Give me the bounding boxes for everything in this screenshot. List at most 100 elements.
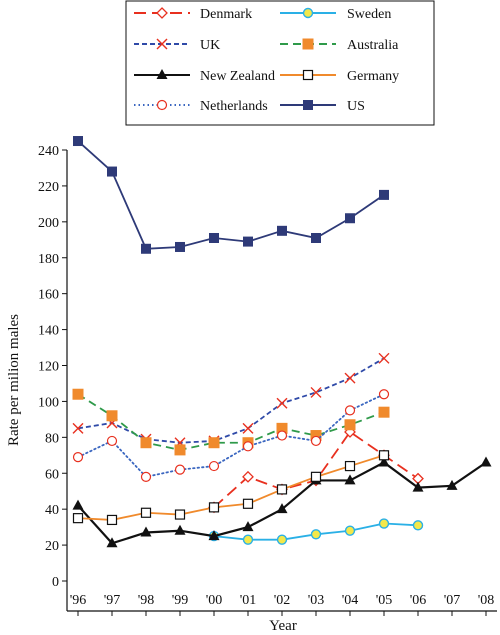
point-us-8 [345,213,355,224]
legend-marker-uk [156,38,168,50]
point-netherlands-2 [140,471,152,482]
x-tick-label-7: '03 [308,593,325,608]
point-uk-6-stroke-b [276,397,288,409]
legend-marker-sweden [302,7,314,19]
x-tick-label-2: '98 [138,593,155,608]
legend-label-new-zealand: New Zealand [200,69,275,84]
series-line-us [77,140,385,250]
point-netherlands-0 [72,451,84,463]
point-new-zealand-1 [106,537,118,548]
legend-label-uk: UK [200,38,220,53]
point-netherlands-9 [378,389,390,400]
legend-marker-netherlands [156,99,168,111]
legend-label-us: US [347,99,365,114]
point-new-zealand-0 [72,499,84,510]
legend: Denmark Sweden UK Australia New Zealand Germa… [125,0,435,126]
y-tick-label-20: 20 [45,539,59,554]
legend-marker-germany [302,69,314,81]
point-germany-9 [378,450,390,461]
point-uk-6 [276,397,288,409]
legend-marker-uk-stroke-b [156,38,168,50]
legend-item-netherlands: Netherlands [134,99,268,114]
series-line-new-zealand [77,461,487,545]
point-australia-0 [72,388,84,400]
point-us-6 [277,225,287,236]
point-uk-9-stroke-b [378,352,390,364]
legend-label-denmark: Denmark [200,7,252,22]
point-australia-4 [208,437,220,449]
point-uk-7-stroke-b [310,386,322,398]
point-australia-2 [140,437,152,449]
point-australia-8 [344,419,356,431]
point-uk-8 [344,372,356,384]
y-tick-label-220: 220 [38,180,59,195]
point-us-4 [209,232,219,243]
point-new-zealand-2 [140,526,152,537]
y-tick-label-180: 180 [38,252,59,267]
point-germany-2 [140,507,152,518]
x-tick-label-3: '99 [172,593,189,608]
point-us-3 [175,241,185,252]
series-germany [72,450,390,526]
point-australia-3 [174,444,186,456]
point-new-zealand-12 [480,456,492,467]
series-layer [72,136,492,548]
series-netherlands [72,389,390,482]
x-tick-label-4: '00 [206,593,223,608]
series-australia [72,388,390,456]
legend-item-germany: Germany [280,69,399,84]
series-line-germany [77,454,385,521]
point-uk-0 [72,422,84,434]
point-new-zealand-8 [344,474,356,485]
point-uk-7 [310,386,322,398]
point-uk-8-stroke-b [344,372,356,384]
legend-item-sweden: Sweden [280,7,391,22]
y-tick-label-100: 100 [38,395,59,410]
x-tick-label-10: '06 [410,593,427,608]
point-sweden-6 [276,534,288,545]
y-tick-label-0: 0 [52,575,59,590]
point-netherlands-4 [208,460,220,472]
point-germany-8 [344,460,356,472]
x-axis-title: Year [269,618,297,634]
legend-marker-us [303,100,313,110]
point-us-1 [107,166,117,177]
x-tick-label-1: '97 [104,593,121,608]
point-netherlands-1 [106,435,118,447]
series-new-zealand [72,456,492,548]
y-tick-label-60: 60 [45,467,59,482]
point-new-zealand-4 [208,530,220,541]
point-uk-5-stroke-b [242,422,254,434]
point-new-zealand-11 [446,479,458,490]
x-tick-label-0: '96 [70,593,87,608]
point-new-zealand-5 [242,521,254,532]
legend-label-sweden: Sweden [347,7,391,22]
point-australia-1 [106,410,118,422]
legend-item-australia: Australia [280,38,399,53]
legend-item-uk: UK [134,38,220,53]
y-tick-label-240: 240 [38,144,59,159]
point-denmark-5 [242,470,254,483]
legend-marker-new-zealand [156,69,168,79]
point-germany-6 [276,484,288,495]
point-uk-0-stroke-b [72,422,84,434]
series-line-netherlands [77,393,385,478]
legend-item-denmark: Denmark [134,7,252,22]
point-germany-3 [174,509,186,520]
legend-marker-australia [302,38,314,50]
y-tick-label-40: 40 [45,503,59,518]
point-australia-9 [378,406,390,418]
series-us [73,136,389,254]
point-uk-5 [242,422,254,434]
point-new-zealand-6 [276,503,288,514]
legend-item-us: US [280,99,365,114]
point-sweden-10 [412,520,424,531]
point-germany-5 [242,498,254,509]
x-ticks: '96 '97 '98 '99 '00 '01 '02 '03 '04 '05 '06 '07 '08 [70,593,495,616]
y-tick-label-160: 160 [38,288,59,303]
legend-item-new-zealand: New Zealand [134,69,275,84]
point-us-0 [73,136,83,147]
point-uk-9 [378,352,390,364]
legend-label-australia: Australia [347,38,399,53]
x-tick-label-12: '08 [478,593,495,608]
